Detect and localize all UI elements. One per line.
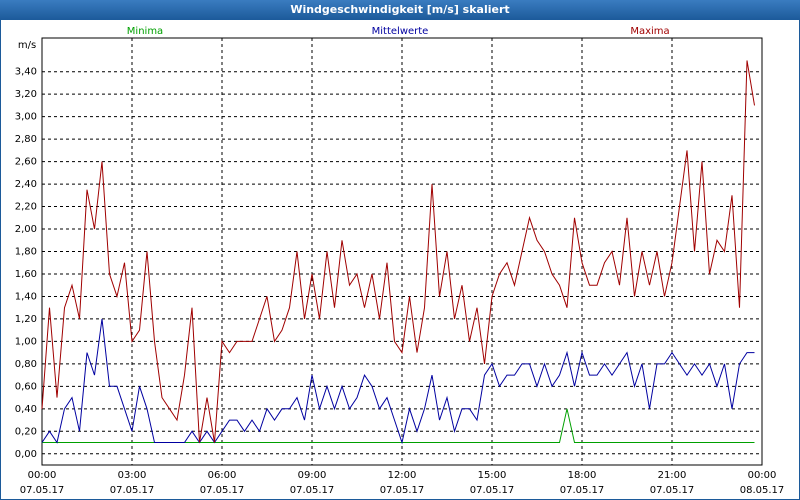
y-tick-label: 1,40 [15, 291, 37, 302]
y-tick-label: 2,20 [15, 202, 37, 213]
y-tick-label: 3,00 [15, 112, 37, 123]
y-tick-label: 3,40 [15, 67, 37, 78]
y-tick-label: 1,20 [15, 314, 37, 325]
y-tick-label: 0,60 [15, 381, 37, 392]
x-tick-label: 21:00 [658, 470, 687, 481]
title-bar [0, 0, 800, 20]
legend-label: Maxima [630, 26, 669, 37]
x-tick-label: 03:00 [118, 470, 147, 481]
x-tick-date: 08.05.17 [740, 485, 785, 496]
y-tick-label: 1,60 [15, 269, 37, 280]
x-tick-date: 07.05.17 [290, 485, 335, 496]
x-tick-label: 18:00 [568, 470, 597, 481]
x-tick-label: 00:00 [748, 470, 777, 481]
y-tick-label: 1,00 [15, 336, 37, 347]
x-tick-label: 15:00 [478, 470, 507, 481]
chart-title: Windgeschwindigkeit [m/s] skaliert [290, 3, 509, 16]
y-tick-label: 0,20 [15, 426, 37, 437]
y-tick-label: 3,20 [15, 89, 37, 100]
series-line [41, 318, 755, 445]
x-tick-date: 07.05.17 [200, 485, 245, 496]
x-tick-date: 07.05.17 [650, 485, 695, 496]
x-tick-date: 07.05.17 [20, 485, 65, 496]
legend-label: Mittelwerte [372, 26, 429, 37]
x-tick-label: 12:00 [388, 470, 417, 481]
x-tick-date: 07.05.17 [560, 485, 605, 496]
x-tick-label: 06:00 [208, 470, 237, 481]
y-tick-label: 2,40 [15, 179, 37, 190]
y-unit: m/s [18, 40, 36, 51]
x-tick-date: 07.05.17 [380, 485, 425, 496]
y-tick-label: 0,00 [15, 449, 37, 460]
x-tick-label: 00:00 [28, 470, 57, 481]
y-tick-label: 2,80 [15, 134, 37, 145]
y-tick-label: 2,00 [15, 224, 37, 235]
x-tick-label: 09:00 [298, 470, 327, 481]
y-tick-label: 0,80 [15, 359, 37, 370]
legend-label: Minima [127, 26, 163, 37]
y-tick-label: 1,80 [15, 247, 37, 258]
x-tick-date: 07.05.17 [470, 485, 515, 496]
y-tick-label: 0,40 [15, 404, 37, 415]
y-tick-label: 2,60 [15, 157, 37, 168]
series-line [41, 60, 755, 443]
x-tick-date: 07.05.17 [110, 485, 155, 496]
